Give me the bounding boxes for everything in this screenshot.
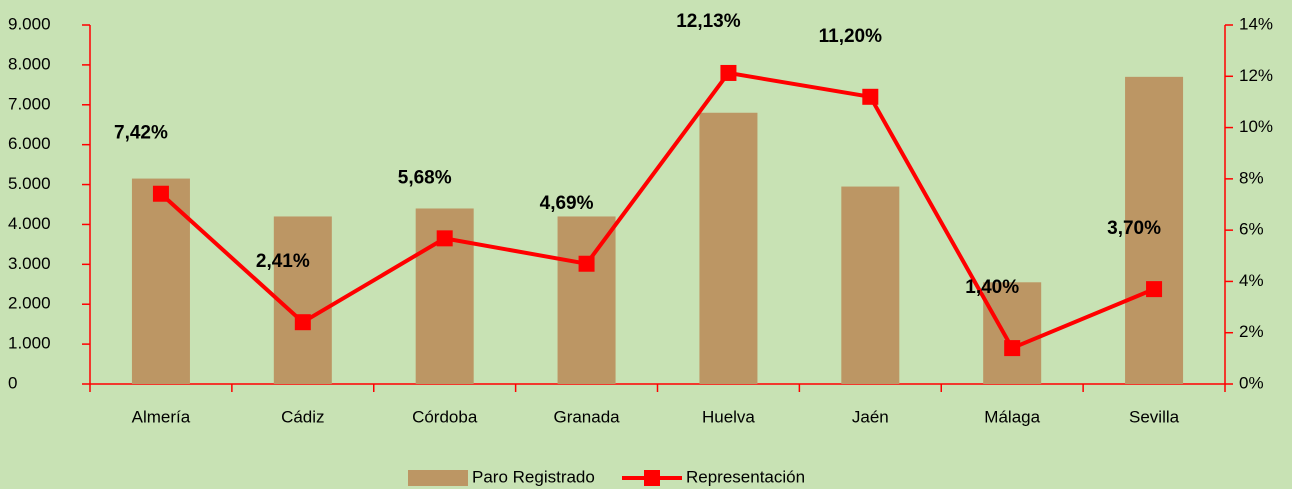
marker	[436, 230, 453, 247]
bar	[983, 282, 1042, 384]
y2-tick-label: 12%	[1239, 66, 1273, 85]
y-tick-label: 3.000	[8, 254, 51, 273]
marker	[1004, 340, 1021, 357]
x-tick-label: Almería	[132, 407, 191, 426]
y2-tick-label: 2%	[1239, 322, 1264, 341]
y-tick-label: 5.000	[8, 174, 51, 193]
y-tick-label: 0	[8, 373, 17, 392]
y-tick-label: 8.000	[8, 54, 51, 73]
bar	[1125, 76, 1184, 384]
data-label: 3,70%	[1107, 218, 1161, 239]
x-tick-label: Granada	[553, 407, 620, 426]
marker	[1146, 281, 1163, 298]
y2-tick-label: 0%	[1239, 373, 1264, 392]
data-label: 12,13%	[676, 11, 741, 32]
legend-swatch	[644, 470, 660, 486]
marker	[862, 88, 879, 105]
x-tick-label: Jaén	[852, 407, 889, 426]
line	[159, 70, 1155, 351]
y2-tick-label: 10%	[1239, 117, 1273, 136]
bar	[273, 216, 332, 384]
data-label: 1,40%	[965, 277, 1019, 298]
data-label: 5,68%	[398, 167, 452, 188]
marker	[152, 185, 169, 202]
marker	[294, 314, 311, 331]
y2-tick-label: 14%	[1239, 14, 1273, 33]
data-label: 4,69%	[540, 193, 594, 214]
marker	[720, 64, 737, 81]
y2-tick-label: 6%	[1239, 220, 1264, 239]
data-label: 2,41%	[256, 251, 310, 272]
y-tick-label: 6.000	[8, 134, 51, 153]
y-tick-label: 9.000	[8, 14, 51, 33]
bar	[841, 186, 900, 384]
legend-swatch	[408, 470, 468, 486]
y-tick-label: 7.000	[8, 94, 51, 113]
y-tick-label: 4.000	[8, 214, 51, 233]
marker	[578, 255, 595, 272]
x-tick-label: Córdoba	[412, 407, 478, 426]
y-tick-label: 2.000	[8, 294, 51, 313]
data-label: 11,20%	[819, 26, 882, 47]
bar	[699, 112, 758, 384]
legend-label: Representación	[686, 467, 805, 486]
x-tick-label: Sevilla	[1129, 407, 1180, 426]
bar	[131, 178, 190, 384]
bar	[557, 216, 616, 384]
x-tick-label: Cádiz	[281, 407, 324, 426]
y2-tick-label: 4%	[1239, 271, 1264, 290]
y-tick-label: 1.000	[8, 334, 51, 353]
data-label: 7,42%	[114, 123, 168, 144]
x-tick-label: Huelva	[702, 407, 755, 426]
x-tick-label: Málaga	[984, 407, 1040, 426]
legend-label: Paro Registrado	[472, 467, 595, 486]
y2-tick-label: 8%	[1239, 168, 1264, 187]
